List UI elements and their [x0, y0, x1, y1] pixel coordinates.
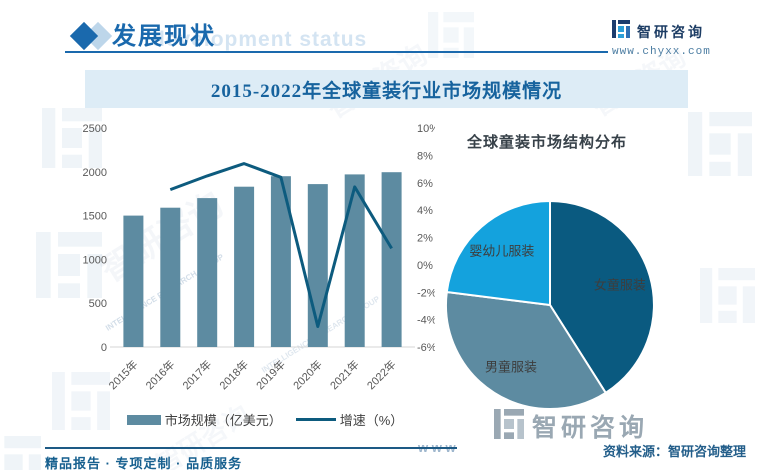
brand-block: 智研咨询 www.chyxx.com: [612, 20, 711, 58]
svg-text:2020年: 2020年: [290, 357, 325, 392]
svg-text:0%: 0%: [417, 260, 433, 272]
svg-text:2017年: 2017年: [179, 357, 214, 392]
svg-text:8%: 8%: [417, 150, 433, 162]
svg-text:-6%: -6%: [417, 342, 435, 354]
background-watermark-logo-icon: [700, 268, 755, 328]
svg-text:2000: 2000: [83, 167, 107, 179]
legend-label: 增速（%）: [339, 413, 404, 428]
footer-slogan: 精品报告 · 专项定制 · 品质服务: [45, 456, 243, 470]
svg-text:0: 0: [101, 342, 107, 354]
bar-swatch-icon: [126, 414, 161, 425]
footer-watermark: 智研咨询: [494, 408, 648, 444]
background-watermark-logo-icon: [428, 12, 474, 63]
brand-url-link[interactable]: www.chyxx.com: [612, 46, 711, 58]
line-swatch-icon: [295, 418, 336, 421]
svg-text:1000: 1000: [83, 254, 107, 266]
svg-text:2015年: 2015年: [106, 357, 141, 392]
svg-text:2016年: 2016年: [142, 357, 177, 392]
chart-banner-title: 2015-2022年全球童装行业市场规模情况: [85, 70, 688, 108]
brand-logo-icon: [612, 20, 630, 43]
chart-legend: 市场规模（亿美元） 增速（%）: [100, 410, 430, 429]
svg-text:6%: 6%: [417, 178, 433, 190]
svg-text:500: 500: [89, 298, 107, 310]
pie-chart-title: 全球童装市场结构分布: [467, 134, 628, 151]
footer-watermark-text: 智研咨询: [532, 414, 649, 442]
legend-label: 市场规模（亿美元）: [164, 413, 282, 428]
svg-text:-2%: -2%: [417, 287, 435, 299]
svg-text:婴幼儿服装: 婴幼儿服装: [469, 243, 534, 258]
watermark-logo-icon: [494, 408, 524, 444]
legend-item-growth[interactable]: 增速（%）: [295, 410, 404, 429]
svg-text:男童服装: 男童服装: [485, 360, 537, 375]
svg-text:1500: 1500: [83, 211, 107, 223]
svg-text:2022年: 2022年: [364, 357, 399, 392]
footer-divider: [45, 447, 457, 449]
bar-line-chart: 0 500 1000 1500 2000 2500 -6% -4% -2% 0% 2% 4% 6% 8% 1…: [83, 123, 435, 392]
svg-text:2021年: 2021年: [327, 357, 362, 392]
svg-text:-4%: -4%: [417, 315, 435, 327]
svg-text:2500: 2500: [83, 123, 107, 135]
svg-text:10%: 10%: [417, 123, 435, 135]
brand-name: 智研咨询: [637, 23, 705, 40]
background-watermark-logo-icon: [0, 436, 41, 470]
header-divider: [65, 51, 608, 53]
legend-item-market-size[interactable]: 市场规模（亿美元）: [126, 410, 282, 429]
svg-text:2%: 2%: [417, 233, 433, 245]
section-title: 发展现状: [112, 24, 216, 50]
svg-text:2018年: 2018年: [216, 357, 251, 392]
svg-text:4%: 4%: [417, 205, 433, 217]
background-watermark-logo-icon: [688, 112, 752, 181]
svg-text:2019年: 2019年: [253, 357, 288, 392]
svg-text:女童服装: 女童服装: [594, 278, 646, 293]
header-ghost-subtitle: development status: [152, 28, 368, 51]
source-note: 资料来源：智研咨询整理: [602, 444, 746, 459]
